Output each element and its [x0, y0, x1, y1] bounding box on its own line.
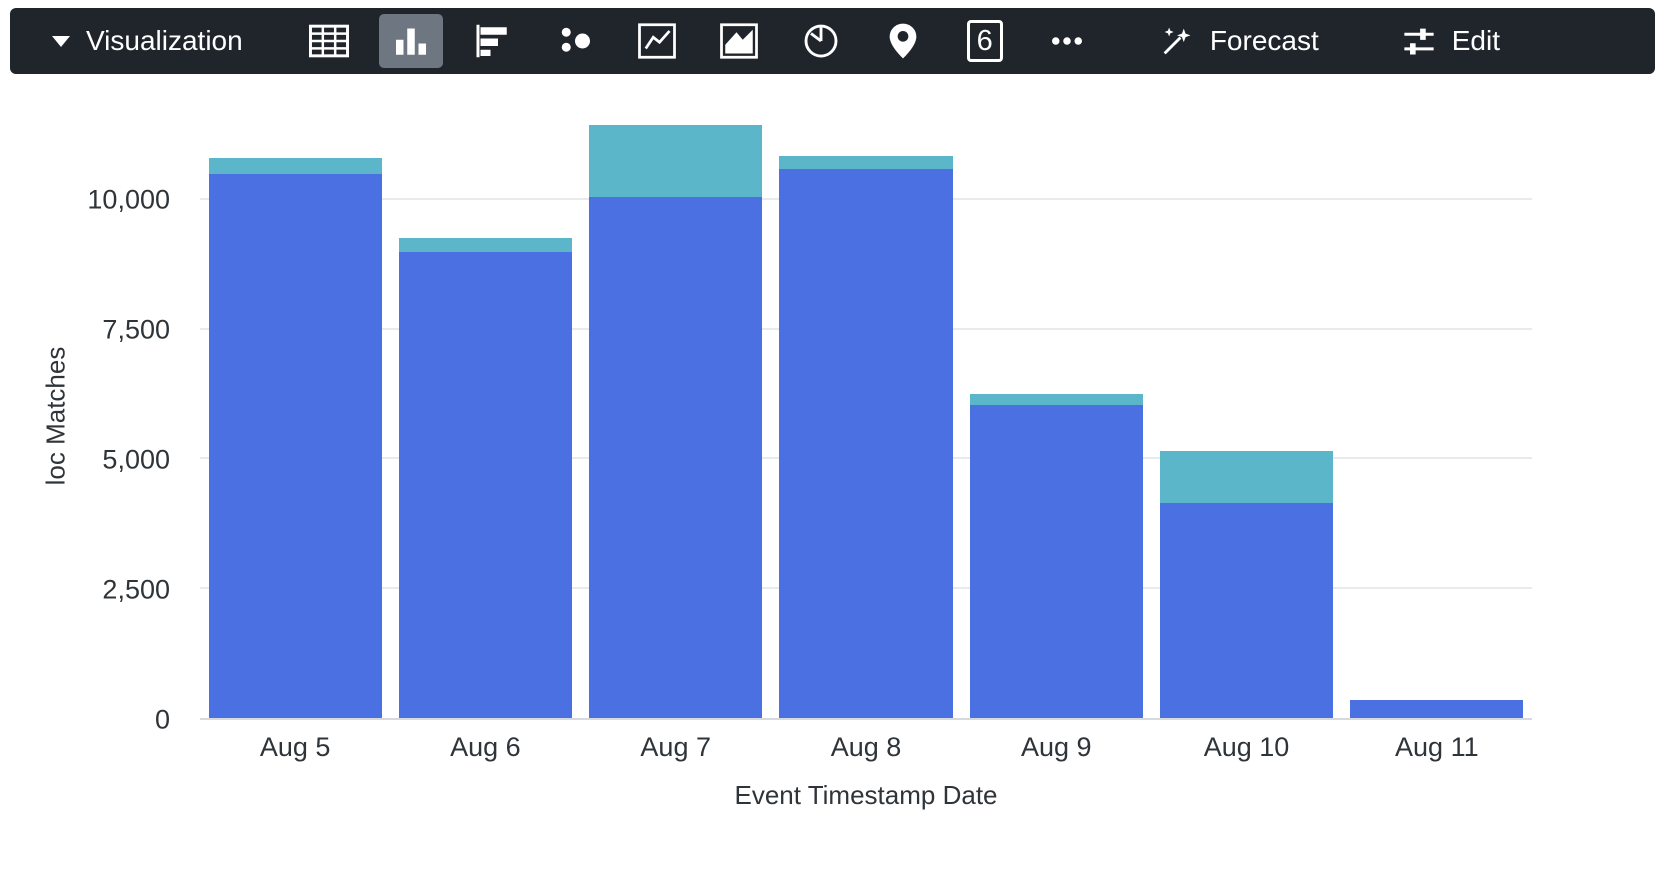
area-chart-icon	[719, 23, 758, 59]
viz-type-bar-chart-button[interactable]	[378, 14, 443, 68]
bar-column	[1342, 112, 1532, 718]
visualization-dropdown[interactable]: Visualization	[10, 25, 243, 57]
bar-aug-7[interactable]	[589, 112, 763, 718]
bar-segment-series-1[interactable]	[1159, 503, 1334, 718]
bar-segment-series-1[interactable]	[969, 404, 1143, 718]
line-chart-icon	[637, 23, 676, 59]
y-tick-label: 7,500	[102, 314, 170, 345]
bar-aug-9[interactable]	[969, 112, 1143, 718]
plot-area	[200, 112, 1532, 720]
x-tick-label: Aug 5	[259, 732, 331, 762]
viz-type-horizontal-bar-button[interactable]	[461, 14, 525, 68]
edit-button[interactable]: Edit	[1401, 23, 1500, 59]
bar-aug-5[interactable]	[208, 112, 382, 718]
x-tick-labels: Aug 5 Aug 6 Aug 7 Aug 8 Aug 9 Aug 10 Aug 11	[200, 732, 1532, 763]
bar-segment-series-2[interactable]	[589, 124, 763, 198]
bar-column	[961, 112, 1151, 718]
bar-column	[771, 112, 961, 718]
y-tick-label: 5,000	[102, 444, 170, 475]
bar-aug-10[interactable]	[1159, 112, 1334, 718]
bar-segment-series-2[interactable]	[969, 394, 1143, 405]
bar-segment-series-1[interactable]	[1350, 699, 1524, 718]
bar-segment-series-1[interactable]	[589, 197, 763, 718]
visualization-label: Visualization	[86, 25, 243, 56]
viz-type-pie-chart-button[interactable]	[789, 14, 853, 68]
edit-sliders-icon	[1404, 28, 1434, 55]
bar-segment-series-2[interactable]	[208, 157, 382, 175]
forecast-button[interactable]: Forecast	[1159, 23, 1319, 59]
single-value-icon: 6	[966, 20, 1003, 62]
bar-segment-series-1[interactable]	[779, 168, 953, 718]
bar-segment-series-1[interactable]	[208, 174, 382, 718]
viz-type-map-button[interactable]	[871, 14, 935, 68]
bubble-chart-icon	[561, 27, 590, 52]
viz-type-line-chart-button[interactable]	[625, 14, 689, 68]
x-tick-label: Aug 6	[450, 732, 521, 762]
bar-column	[1151, 112, 1341, 718]
bar-column	[200, 112, 390, 718]
bar-column	[581, 112, 771, 718]
x-axis-title: Event Timestamp Date	[734, 780, 998, 810]
bar-chart-icon	[395, 28, 426, 55]
x-tick-label: Aug 8	[830, 732, 902, 762]
bar-segment-series-2[interactable]	[1159, 451, 1334, 504]
bar-segment-series-2[interactable]	[779, 156, 953, 169]
bar-segment-series-2[interactable]	[398, 237, 572, 252]
map-pin-icon	[889, 23, 917, 59]
horizontal-bar-chart-icon	[476, 24, 507, 58]
x-tick-label: Aug 10	[1203, 732, 1290, 762]
y-tick-label: 2,500	[102, 574, 170, 605]
viz-type-area-chart-button[interactable]	[707, 14, 771, 68]
x-tick-label: Aug 9	[1020, 732, 1092, 762]
toolbar-right: Forecast Edit	[1159, 23, 1655, 59]
viz-type-table-button[interactable]	[297, 14, 361, 68]
edit-label: Edit	[1451, 25, 1500, 56]
bar-column	[390, 112, 580, 718]
viz-type-single-value-button[interactable]: 6	[953, 14, 1017, 68]
y-axis-ticks: 0 2,500 5,000 7,500 10,000	[0, 112, 200, 735]
viz-type-bubble-chart-button[interactable]	[543, 14, 607, 68]
forecast-icon	[1163, 27, 1191, 55]
pie-chart-icon	[804, 24, 838, 58]
y-tick-label: 10,000	[87, 184, 170, 215]
table-icon	[308, 24, 349, 58]
viz-type-picker: 6	[297, 14, 1099, 68]
bar-aug-11[interactable]	[1350, 112, 1524, 718]
bars-row	[200, 112, 1532, 718]
toolbar: Visualization	[10, 8, 1655, 74]
forecast-label: Forecast	[1209, 25, 1319, 56]
x-tick-label: Aug 11	[1395, 732, 1479, 762]
x-tick-label: Aug 7	[640, 732, 711, 762]
more-options-icon	[1051, 37, 1082, 45]
bar-aug-6[interactable]	[398, 112, 572, 718]
caret-down-icon	[52, 35, 70, 47]
y-tick-label: 0	[154, 704, 170, 735]
bar-aug-8[interactable]	[779, 112, 953, 718]
bar-segment-series-1[interactable]	[398, 251, 572, 718]
more-viz-types-button[interactable]	[1035, 14, 1099, 68]
